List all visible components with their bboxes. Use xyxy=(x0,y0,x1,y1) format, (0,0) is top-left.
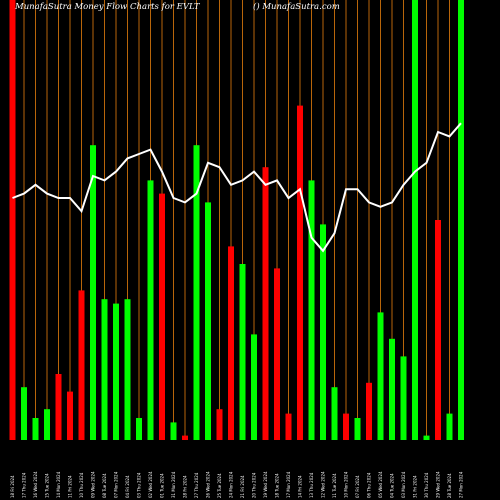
x-tick-label: 12 Wed 2024 xyxy=(321,471,326,498)
volume-bar xyxy=(446,413,453,440)
volume-bar xyxy=(228,246,234,440)
bar-series xyxy=(9,0,464,440)
x-tick-label: 08 Tue 2024 xyxy=(102,473,107,498)
chart-title: MunafaSutra Money Flow Charts for EVLT xyxy=(15,2,200,12)
volume-bar xyxy=(423,435,430,440)
x-tick-label: 10 Thu 2024 xyxy=(79,472,84,498)
x-tick-label: 16 Wed 2024 xyxy=(33,471,38,498)
volume-bar xyxy=(55,374,62,440)
x-tick-label: 18 Tue 2024 xyxy=(275,473,280,498)
x-tick-label: 28 Tue 2024 xyxy=(447,473,452,498)
volume-bar xyxy=(297,105,303,440)
volume-bar xyxy=(67,391,73,440)
volume-bar xyxy=(78,290,85,440)
x-tick-label: 14 Mon 2024 xyxy=(56,471,61,498)
x-tick-label: 27 Mon 2024 xyxy=(459,471,464,498)
x-tick-label: 07 Fri 2024 xyxy=(355,475,360,498)
x-tick-label: 15 Tue 2024 xyxy=(45,473,50,498)
volume-bar xyxy=(170,422,177,440)
volume-bar xyxy=(9,0,16,440)
x-tick-label: 17 Mon 2024 xyxy=(286,471,291,498)
x-tick-label: 10 Mon 2024 xyxy=(344,471,349,498)
volume-bar xyxy=(458,0,464,440)
x-tick-label: 30 Thu 2024 xyxy=(424,472,429,498)
volume-bar xyxy=(90,145,96,440)
volume-bar xyxy=(182,435,188,440)
x-tick-label: 25 Tue 2024 xyxy=(217,473,222,498)
volume-bar xyxy=(331,387,338,440)
x-tick-label: 03 Mon 2024 xyxy=(401,471,406,498)
volume-bar xyxy=(147,180,154,440)
volume-bar xyxy=(412,0,418,440)
x-tick-label: 09 Wed 2024 xyxy=(91,471,96,498)
x-tick-label: 24 Mon 2024 xyxy=(229,471,234,498)
x-tick-label: 02 Wed 2024 xyxy=(148,471,153,498)
volume-bar xyxy=(44,409,50,440)
volume-bar xyxy=(101,299,108,440)
volume-bar xyxy=(32,418,39,440)
volume-bar xyxy=(136,418,142,440)
volume-bar xyxy=(124,299,131,440)
x-tick-label: 14 Fri 2024 xyxy=(298,475,303,498)
volume-bar xyxy=(400,356,407,440)
x-tick-label: 11 Tue 2024 xyxy=(332,473,337,498)
money-flow-line xyxy=(12,122,462,253)
x-tick-label: 11 Fri 2024 xyxy=(68,475,73,498)
volume-bar xyxy=(435,220,441,440)
volume-bar xyxy=(159,193,165,440)
volume-bar xyxy=(354,418,361,440)
x-tick-label: 05 Wed 2024 xyxy=(378,471,383,498)
volume-bar xyxy=(320,224,326,440)
x-tick-label: 21 Fri 2024 xyxy=(240,475,245,498)
x-tick-label: 07 Mon 2024 xyxy=(114,471,119,498)
volume-bar xyxy=(113,303,119,440)
x-tick-label: 20 Thu 2024 xyxy=(252,472,257,498)
x-tick-label: 29 Wed 2024 xyxy=(436,471,441,498)
volume-bar xyxy=(308,180,315,440)
volume-bar xyxy=(274,268,280,440)
x-tick-label: 27 Thu 2024 xyxy=(194,472,199,498)
x-tick-label: 04 Fri 2024 xyxy=(125,475,130,498)
x-tick-label: 31 Fri 2024 xyxy=(413,475,418,498)
volume-bar xyxy=(21,387,27,440)
x-tick-label: 17 Thu 2024 xyxy=(22,472,27,498)
volume-bar xyxy=(251,334,257,440)
volume-bar xyxy=(389,338,395,440)
x-tick-label: 06 Thu 2024 xyxy=(367,472,372,498)
volume-bar xyxy=(343,413,349,440)
volume-bar xyxy=(239,264,246,440)
volume-bar xyxy=(377,312,384,440)
x-tick-label: 26 Wed 2024 xyxy=(206,471,211,498)
volume-bar xyxy=(205,202,211,440)
volume-bar xyxy=(193,145,200,440)
site-credit: () MunafaSutra.com xyxy=(253,2,340,12)
x-tick-label: 31 Mon 2024 xyxy=(171,471,176,498)
volume-bar xyxy=(262,167,269,440)
x-tick-label: 01 Tue 2024 xyxy=(160,473,165,498)
x-tick-label: 13 Thu 2024 xyxy=(309,472,314,498)
volume-bar xyxy=(216,409,223,440)
x-tick-label: 28 Fri 2024 xyxy=(183,475,188,498)
x-tick-label: 04 Tue 2024 xyxy=(390,473,395,498)
x-tick-label: 19 Wed 2024 xyxy=(263,471,268,498)
x-tick-label: 18 Fri 2024 xyxy=(10,475,15,498)
volume-bar xyxy=(285,413,292,440)
volume-bar xyxy=(366,382,372,440)
x-tick-label: 03 Thu 2024 xyxy=(137,472,142,498)
x-axis-labels: 18 Fri 2024 17 Thu 2024 16 Wed 2024 15 Tue … xyxy=(10,471,464,498)
